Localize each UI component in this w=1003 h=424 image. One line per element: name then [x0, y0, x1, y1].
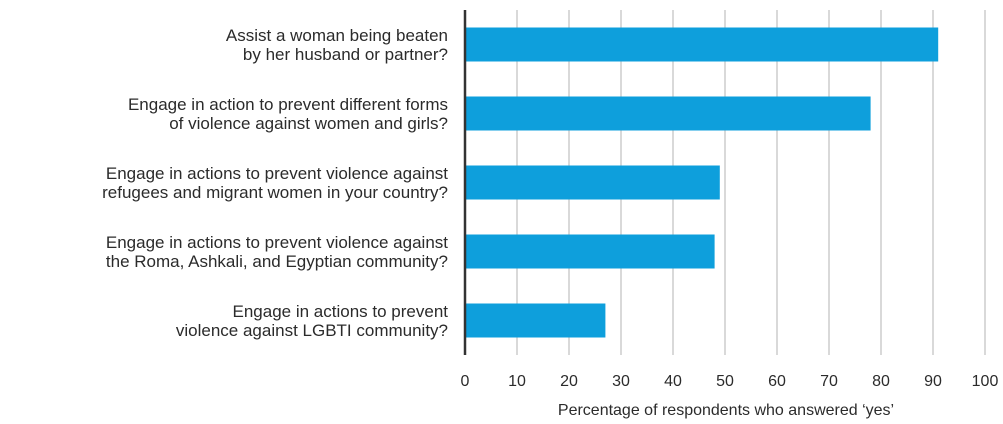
category-label: Engage in actions to prevent violence ag…: [102, 164, 448, 202]
bar: [465, 27, 939, 62]
category-labels: Assist a woman being beaten by her husban…: [102, 26, 448, 340]
category-label: Engage in actions to prevent violence ag…: [106, 233, 448, 271]
x-tick-label: 0: [461, 373, 470, 390]
category-label: Engage in actions to prevent violence aga…: [176, 302, 448, 340]
x-tick-label: 60: [768, 373, 786, 390]
bars: [465, 27, 939, 338]
x-axis-title: Percentage of respondents who answered ‘…: [558, 402, 894, 419]
bar: [465, 165, 720, 200]
category-label: Engage in action to prevent different fo…: [128, 95, 448, 133]
bar: [465, 303, 606, 338]
x-tick-labels: 0 10 20 30 40 50 60 70 80 90 100: [461, 373, 999, 390]
bar: [465, 96, 871, 131]
x-tick-label: 10: [508, 373, 526, 390]
x-tick-label: 100: [972, 373, 999, 390]
gridlines: [516, 10, 986, 355]
category-label: Assist a woman being beaten by her husban…: [226, 26, 448, 64]
x-tick-label: 20: [560, 373, 578, 390]
x-tick-label: 80: [872, 373, 890, 390]
x-tick-label: 90: [924, 373, 942, 390]
bar: [465, 234, 715, 269]
x-tick-label: 30: [612, 373, 630, 390]
x-tick-label: 70: [820, 373, 838, 390]
x-tick-label: 50: [716, 373, 734, 390]
x-tick-label: 40: [664, 373, 682, 390]
